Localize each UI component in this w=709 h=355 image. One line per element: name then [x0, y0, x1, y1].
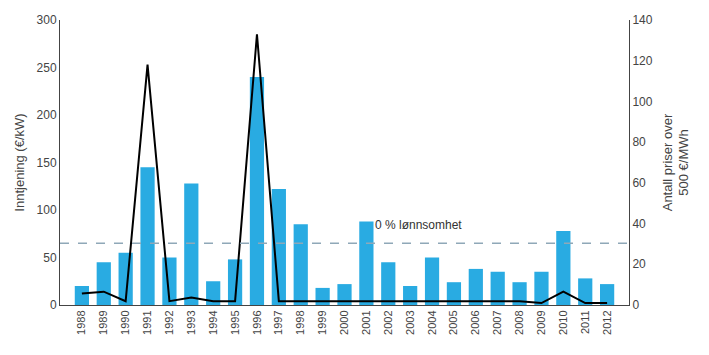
svg-text:100: 100: [37, 203, 57, 217]
svg-text:2006: 2006: [469, 310, 481, 334]
svg-text:1992: 1992: [163, 310, 175, 334]
svg-text:150: 150: [37, 156, 57, 170]
svg-text:1996: 1996: [251, 310, 263, 334]
svg-text:1989: 1989: [97, 310, 109, 334]
svg-text:2005: 2005: [447, 310, 459, 334]
svg-text:40: 40: [632, 217, 646, 231]
svg-text:1991: 1991: [141, 310, 153, 334]
svg-text:120: 120: [632, 54, 652, 68]
svg-text:140: 140: [632, 13, 652, 27]
svg-text:2004: 2004: [426, 310, 438, 334]
svg-text:1999: 1999: [316, 310, 328, 334]
svg-text:1997: 1997: [272, 310, 284, 334]
svg-text:2001: 2001: [360, 310, 372, 334]
svg-text:1993: 1993: [185, 310, 197, 334]
svg-text:2003: 2003: [404, 310, 416, 334]
svg-text:0 % lønnsomhet: 0 % lønnsomhet: [375, 218, 462, 232]
svg-text:80: 80: [632, 135, 646, 149]
svg-text:200: 200: [37, 108, 57, 122]
svg-text:1990: 1990: [119, 310, 131, 334]
svg-text:1998: 1998: [294, 310, 306, 334]
svg-text:2009: 2009: [535, 310, 547, 334]
svg-text:2000: 2000: [338, 310, 350, 334]
svg-text:2011: 2011: [579, 310, 591, 334]
svg-text:2012: 2012: [601, 310, 613, 334]
svg-text:1995: 1995: [229, 310, 241, 334]
svg-text:300: 300: [37, 13, 57, 27]
svg-text:20: 20: [632, 257, 646, 271]
svg-text:2007: 2007: [491, 310, 503, 334]
svg-text:0: 0: [50, 298, 57, 312]
svg-text:Antall priser over500 €/MWh: Antall priser over500 €/MWh: [660, 113, 692, 211]
svg-text:Inntjening (€/kW): Inntjening (€/kW): [12, 113, 27, 211]
svg-text:2002: 2002: [382, 310, 394, 334]
svg-text:1994: 1994: [207, 310, 219, 334]
svg-text:60: 60: [632, 176, 646, 190]
svg-text:2008: 2008: [513, 310, 525, 334]
svg-text:0: 0: [632, 298, 639, 312]
svg-text:100: 100: [632, 95, 652, 109]
svg-text:1988: 1988: [75, 310, 87, 334]
svg-text:2010: 2010: [557, 310, 569, 334]
svg-text:250: 250: [37, 61, 57, 75]
svg-text:50: 50: [43, 251, 57, 265]
